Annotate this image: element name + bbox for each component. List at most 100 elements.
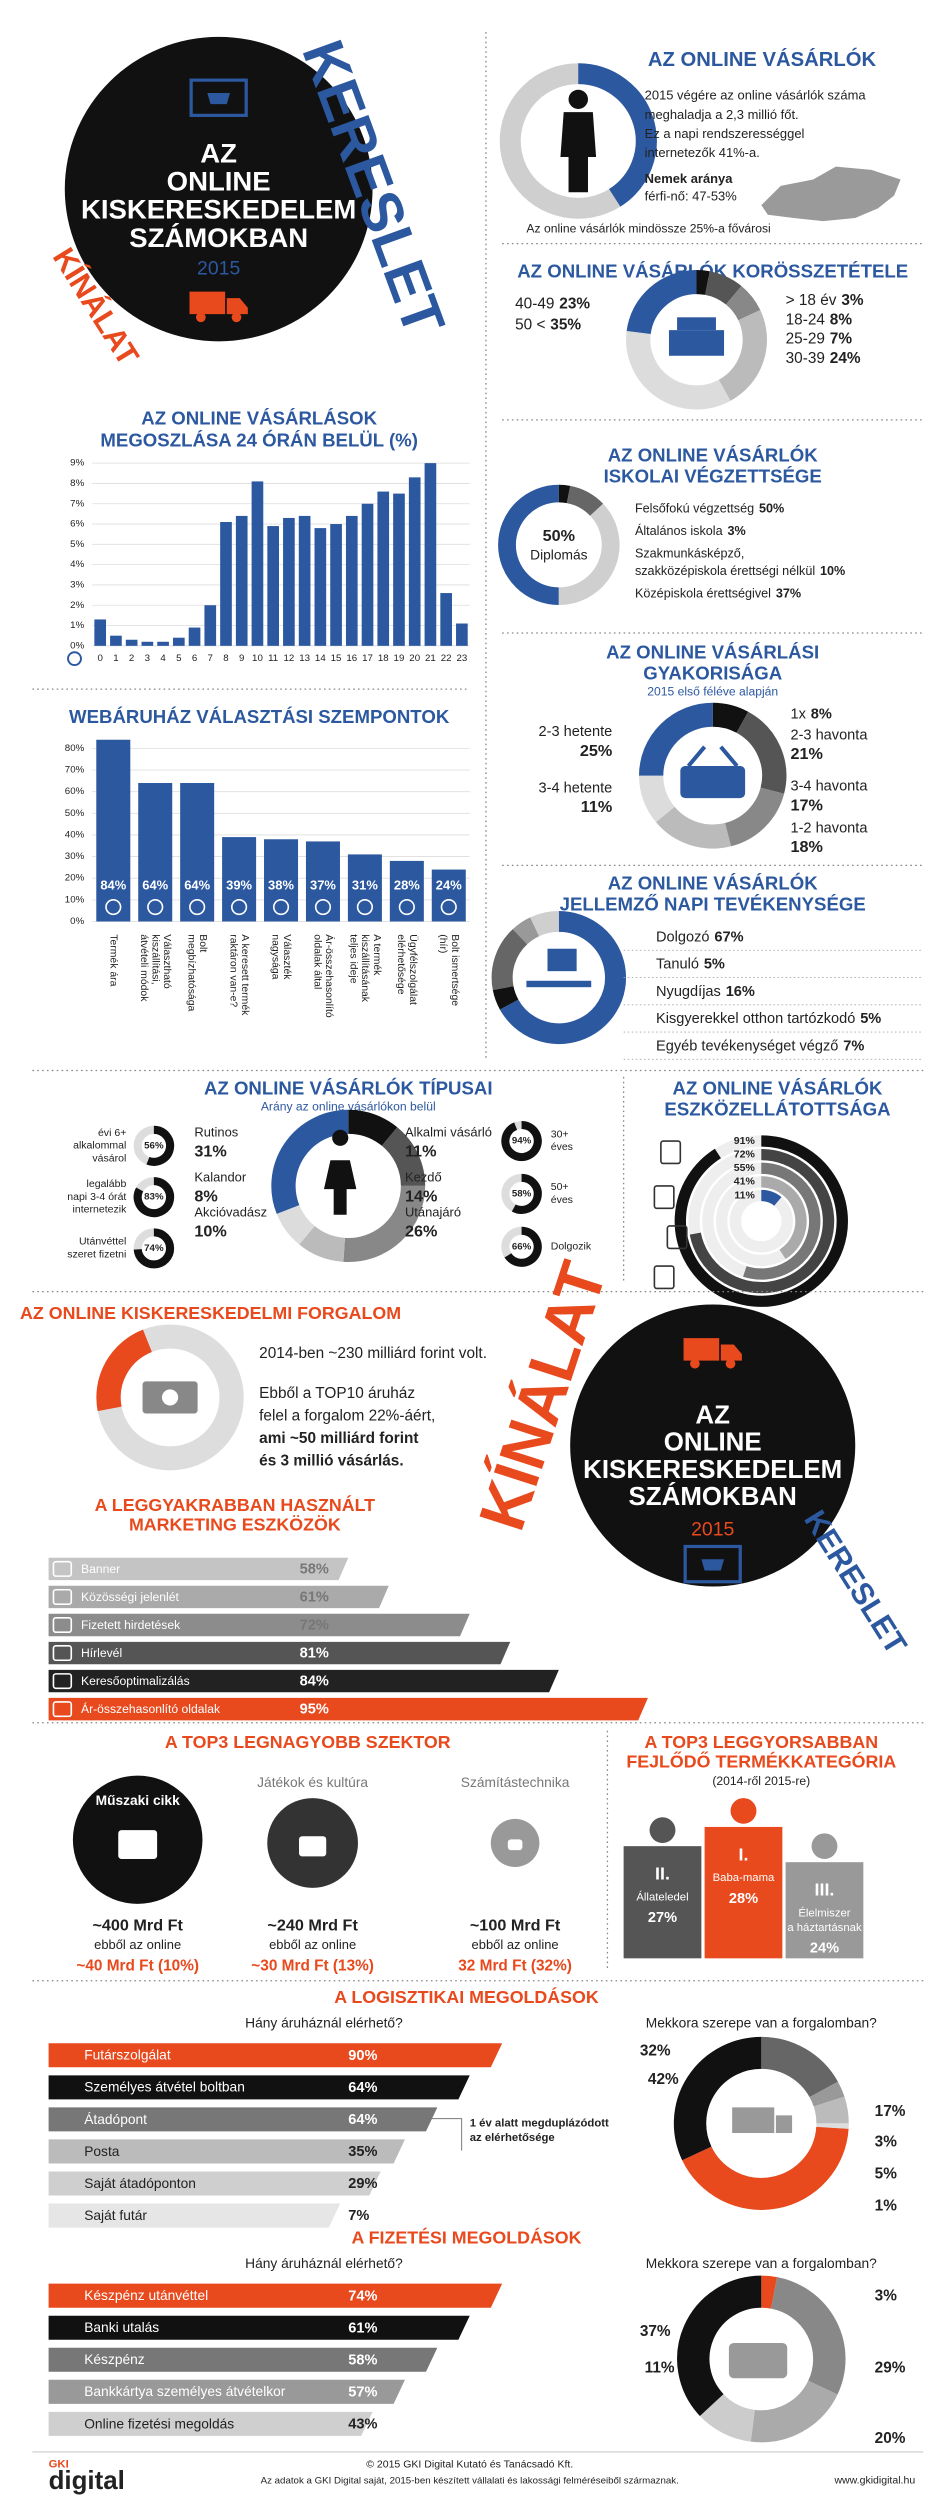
x-tick-label: 14 [315, 653, 326, 664]
bar [389, 860, 424, 922]
donut-segment [347, 1109, 398, 1147]
x-tick-label: Választható [161, 934, 172, 989]
donut-segment [655, 806, 732, 849]
type-label: Rutinos [194, 1124, 238, 1139]
turnover-text: 2014-ben ~230 milliárd forint volt. [259, 1345, 487, 1362]
person-body [560, 112, 597, 193]
availability-label: Készpénz utánvéttel [84, 2288, 208, 2303]
age-item: 30-39 24% [786, 350, 861, 367]
truck-icon [775, 2115, 793, 2134]
marketing-label: Közösségi jelenlét [81, 1590, 180, 1604]
type-value: 10% [194, 1223, 226, 1241]
activity-item: Nyugdíjas 16% [656, 984, 755, 1000]
y-tick-label: 0% [70, 640, 84, 651]
availability-value: 43% [348, 2417, 377, 2433]
x-tick-label: Bolt ismertsége [449, 934, 460, 1006]
marketing-icon [52, 1560, 73, 1577]
section-subtitle: (2014-ről 2015-re) [712, 1774, 810, 1788]
x-tick-label: 8 [223, 653, 228, 664]
bar [96, 739, 131, 922]
sector-total: ~400 Mrd Ft [92, 1917, 183, 1935]
x-tick-label: 22 [441, 653, 452, 664]
donut-segment [770, 2277, 846, 2395]
bar [157, 641, 169, 646]
gender-title: Nemek aránya [645, 171, 734, 186]
x-tick-label: 16 [346, 653, 357, 664]
frequency-label: 3-4 hetente [539, 780, 613, 796]
demographic-label: éves [551, 1195, 573, 1206]
marketing-bar [48, 1669, 559, 1693]
availability-bar [48, 2139, 405, 2164]
sector-total: ~240 Mrd Ft [267, 1917, 358, 1935]
sector-icon [299, 1836, 327, 1857]
donut-segment [639, 775, 675, 823]
money-icon [161, 1389, 179, 1406]
education-item: Általános iskola 3% [635, 523, 746, 538]
turnover-text: ami ~50 milliárd forint [259, 1430, 418, 1447]
activity-item-part: 5% [704, 957, 725, 973]
availability-title: Hány áruháznál elérhető? [245, 2016, 403, 2031]
bar [220, 522, 232, 646]
donut-segment [133, 1228, 175, 1269]
share-value: 1% [875, 2198, 898, 2215]
donut-segment [761, 1176, 807, 1260]
trait-label: vásárol [92, 1153, 126, 1164]
header-title: ONLINE [664, 1429, 762, 1457]
donut-segment [809, 2081, 845, 2107]
bar [172, 637, 185, 646]
age-item-part: 35% [550, 316, 581, 333]
marketing-icon [52, 1588, 73, 1605]
donut-segment [677, 2275, 762, 2417]
header-title: ONLINE [167, 166, 271, 197]
donut-segment [682, 2126, 849, 2210]
donut-center-label: Diplomás [530, 548, 588, 563]
y-tick-label: 3% [70, 580, 84, 591]
value-label: 64% [184, 878, 210, 893]
share-value: 42% [648, 2071, 679, 2088]
age-item: 50 < 35% [515, 316, 581, 333]
demographic-label: 30+ [551, 1129, 569, 1140]
sector-online: ~30 Mrd Ft (13%) [251, 1957, 374, 1974]
y-tick-label: 70% [65, 765, 85, 776]
education-item-part: Szakmunkásképző, [635, 547, 744, 561]
donut-segment [299, 1225, 346, 1262]
demographic-label: éves [551, 1142, 573, 1153]
bar [267, 526, 280, 646]
availability-label: Bankkártya személyes átvételkor [84, 2384, 286, 2399]
value-label: 31% [352, 878, 378, 893]
donut-segment [673, 2036, 762, 2161]
donut-segment [626, 331, 731, 410]
x-tick-label: 0 [97, 653, 102, 664]
availability-label: Átadópont [84, 2112, 147, 2127]
donut-segment [577, 63, 657, 207]
education-item: Szakmunkásképző, [635, 547, 744, 561]
frequency-value: 18% [790, 838, 822, 856]
logistics-note: az elérhetősége [470, 2132, 555, 2144]
x-tick-label: 5 [176, 653, 181, 664]
x-tick-label: elérhetősége [395, 934, 406, 994]
availability-value: 90% [348, 2048, 377, 2064]
donut-segment [743, 1162, 821, 1280]
donut-segment [813, 2096, 849, 2125]
section-title: AZ ONLINE VÁSÁRLÓK [608, 873, 819, 894]
sector-name: Számítástechnika [461, 1775, 570, 1790]
availability-value: 74% [348, 2288, 377, 2304]
buyers-text: meghaladja a 2,3 millió főt. [645, 107, 799, 122]
bar [180, 783, 215, 922]
demographic-value: 94% [512, 1136, 532, 1147]
criteria-icon [314, 899, 332, 916]
trait-label: szeret fizetni [67, 1250, 126, 1261]
device-value: 41% [734, 1177, 756, 1188]
availability-bar [48, 2203, 341, 2228]
share-value: 3% [875, 2134, 898, 2151]
type-value: 26% [405, 1223, 437, 1241]
education-item: Középiskola érettségivel 37% [635, 587, 801, 601]
logo: digital [49, 2467, 125, 2495]
activity-item-part: Egyéb tevékenységet végző [656, 1038, 838, 1054]
criteria-icon [147, 899, 164, 916]
share-value: 5% [875, 2166, 898, 2183]
availability-value: 58% [348, 2352, 377, 2368]
chart-title: MEGOSZLÁSA 24 ÓRÁN BELÜL (%) [100, 429, 418, 450]
marketing-value: 72% [300, 1618, 329, 1634]
x-tick-label: A keresett termék [239, 934, 250, 1016]
